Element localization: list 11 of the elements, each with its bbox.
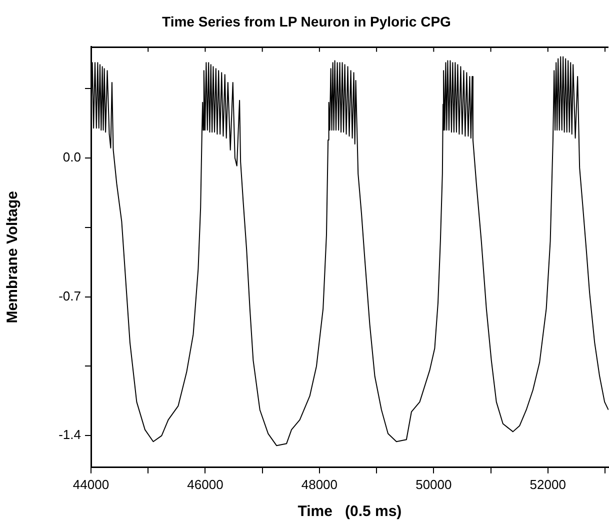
y-tick-label: -0.7 — [58, 288, 81, 304]
chart-title: Time Series from LP Neuron in Pyloric CPG — [162, 13, 452, 30]
x-tick-label: 46000 — [187, 476, 224, 492]
x-tick-label: 50000 — [416, 476, 452, 492]
x-tick-label: 48000 — [301, 476, 338, 492]
y-tick-label: -1.4 — [58, 427, 81, 442]
y-axis-title: Membrane Voltage — [4, 190, 22, 324]
x-tick-label: 52000 — [530, 476, 566, 492]
x-tick-label: 44000 — [72, 476, 110, 492]
x-axis-title: Time (0.5 ms) — [298, 503, 402, 520]
y-tick-label: 0.0 — [62, 149, 81, 164]
